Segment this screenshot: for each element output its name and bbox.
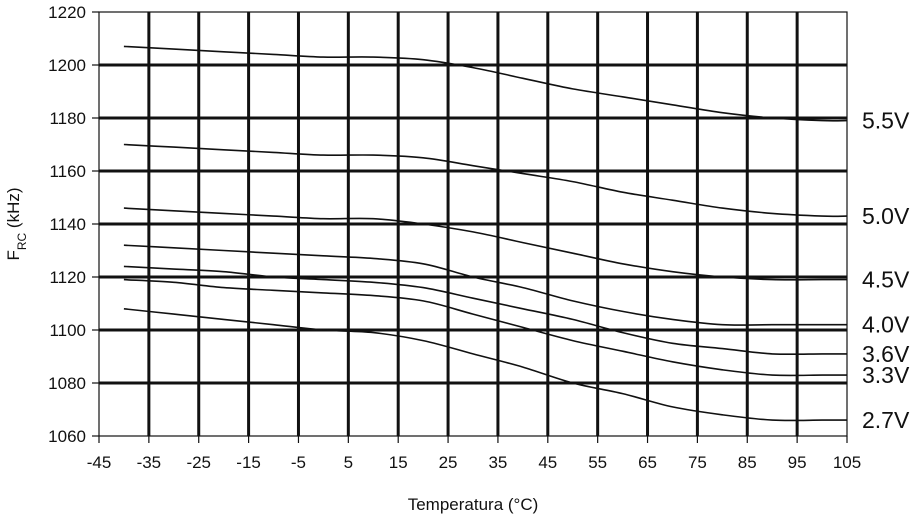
series-line-3 (123, 244, 847, 326)
series-label-1: 5.0V (862, 203, 910, 229)
x-tick-label: 45 (538, 453, 557, 472)
x-tick-label: 65 (638, 453, 657, 472)
x-tick-label: -5 (291, 453, 306, 472)
series-label-5: 3.3V (862, 362, 910, 388)
x-tick-label: 5 (344, 453, 353, 472)
series-label-6: 2.7V (862, 407, 910, 433)
x-tick-label: 105 (833, 453, 861, 472)
series-label-4: 3.6V (862, 341, 910, 367)
y-tick-label: 1140 (49, 215, 86, 234)
axis-layer (92, 11, 848, 443)
y-tick-label: 1200 (48, 56, 86, 75)
y-tick-label: 1060 (48, 427, 86, 446)
series-line-6 (123, 308, 847, 422)
series-line-4 (123, 265, 847, 356)
x-tick-label: 75 (688, 453, 707, 472)
x-tick-label: -25 (186, 453, 211, 472)
x-tick-label: -35 (137, 453, 162, 472)
x-tick-label: 35 (488, 453, 507, 472)
y-axis-title-subscript: RC (15, 232, 29, 250)
y-axis-title: FRC (kHz) (4, 187, 29, 260)
series-layer (123, 45, 848, 422)
x-tick-label: 25 (439, 453, 458, 472)
y-axis-title-main: F (4, 250, 23, 260)
label-layer: -45 -35 -25 -15 -5 5 15 25 35 45 55 65 75 85 95 105 1060… (4, 3, 910, 514)
series-label-2: 4.5V (862, 267, 910, 293)
grid-layer (99, 12, 847, 436)
series-line-0 (123, 45, 848, 122)
series-line-5 (123, 278, 847, 377)
series-label-0: 5.5V (862, 108, 910, 134)
y-tick-label: 1120 (49, 268, 86, 287)
series-label-3: 4.0V (862, 312, 910, 338)
x-tick-label: -45 (87, 453, 112, 472)
y-axis-title-unit: (kHz) (4, 187, 23, 232)
y-tick-label: 1180 (49, 109, 86, 128)
x-tick-label: 95 (788, 453, 807, 472)
x-tick-label: 85 (738, 453, 757, 472)
x-tick-label: 15 (389, 453, 408, 472)
x-axis-title: Temperatura (°C) (408, 495, 539, 514)
series-line-1 (123, 143, 848, 218)
y-tick-label: 1100 (49, 321, 86, 340)
series-line-2 (123, 207, 847, 281)
x-tick-label: 55 (588, 453, 607, 472)
y-tick-label: 1220 (48, 3, 86, 22)
y-tick-label: 1080 (48, 374, 86, 393)
x-tick-label: -15 (236, 453, 261, 472)
y-tick-label: 1160 (49, 162, 86, 181)
